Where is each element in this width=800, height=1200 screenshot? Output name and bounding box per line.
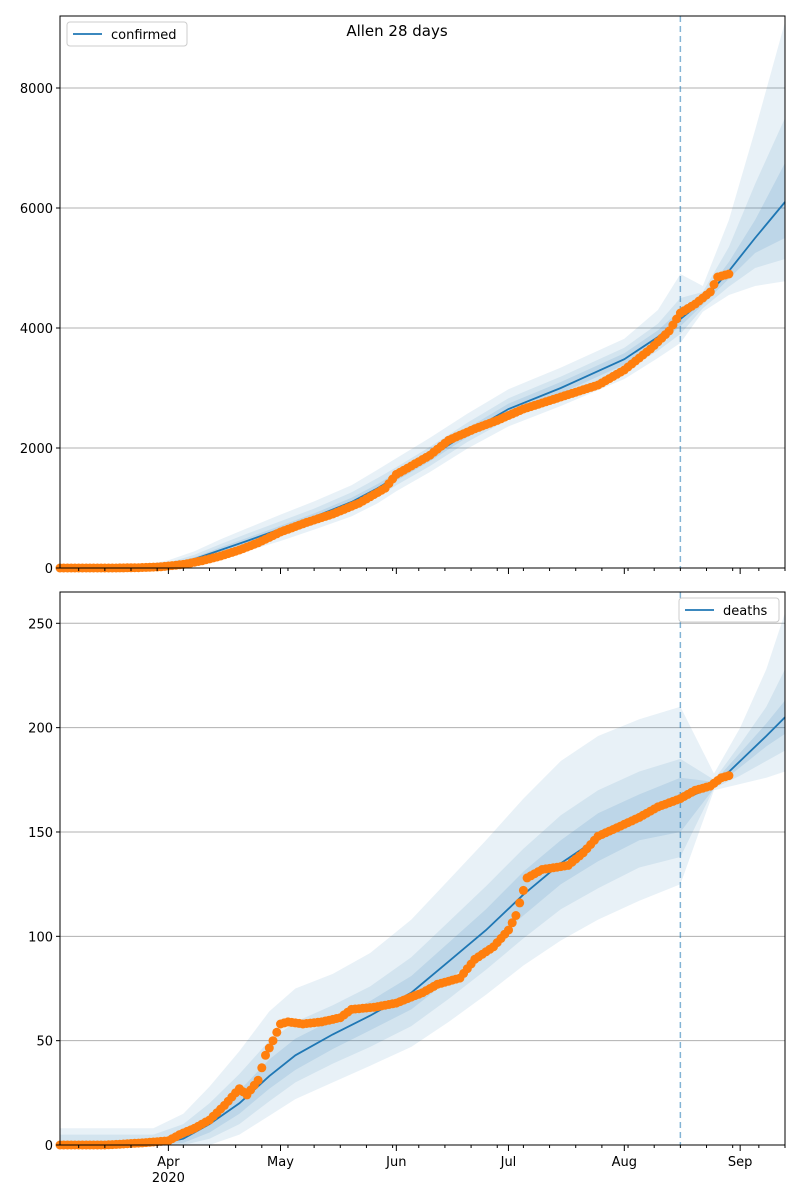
confirmed-legend-box	[66, 21, 188, 47]
y-tick-label: 100	[28, 930, 53, 945]
deaths-legend-label: deaths	[723, 604, 768, 619]
observed-point	[253, 1075, 263, 1085]
confirmed-observed-points	[55, 269, 734, 573]
y-tick-label: 50	[36, 1035, 53, 1050]
x-tick-year-label: 2020	[152, 1171, 185, 1186]
x-tick-label: Jul	[500, 1155, 517, 1170]
x-tick-label: Jun	[385, 1155, 406, 1170]
x-tick-label: Apr	[157, 1155, 180, 1170]
y-tick-label: 200	[28, 722, 53, 737]
confirmed-axes-frame	[59, 15, 786, 569]
observed-point	[515, 898, 525, 908]
deaths-axes-frame	[59, 591, 786, 1146]
observed-point	[261, 1050, 270, 1060]
deaths-uncertainty-bands	[60, 612, 785, 1145]
observed-point	[724, 771, 734, 781]
chart-title: Allen 28 days	[346, 22, 448, 40]
confirmed-panel: 0 2000 4000 6000 8000 confirmed Allen 28 day…	[20, 15, 786, 577]
y-tick-label: 0	[45, 562, 53, 577]
observed-point	[257, 1063, 267, 1073]
y-tick-label: 8000	[20, 82, 53, 97]
y-tick-label: 6000	[20, 202, 53, 217]
observed-point	[507, 918, 517, 928]
uncertainty-band	[60, 612, 785, 1145]
confirmed-legend: confirmed	[66, 21, 188, 47]
observed-point	[272, 1027, 282, 1037]
observed-point	[511, 911, 521, 920]
observed-point	[264, 1043, 274, 1053]
y-tick-label: 0	[45, 1139, 53, 1154]
y-tick-label: 2000	[20, 442, 53, 457]
confirmed-y-ticks: 0 2000 4000 6000 8000	[20, 82, 60, 577]
uncertainty-band	[60, 700, 785, 1145]
y-tick-label: 250	[28, 617, 53, 632]
deaths-y-ticks: 0 50 100 150 200 250	[28, 617, 60, 1154]
y-tick-label: 150	[28, 826, 53, 841]
y-tick-label: 4000	[20, 322, 53, 337]
deaths-legend: deaths	[678, 597, 780, 623]
observed-point	[518, 885, 528, 895]
observed-point	[705, 287, 715, 297]
observed-point	[709, 280, 719, 289]
uncertainty-band	[60, 118, 785, 568]
x-tick-label: May	[267, 1155, 294, 1170]
deaths-gridlines	[60, 622, 785, 1042]
x-tick-label: Aug	[612, 1155, 637, 1170]
confirmed-gridlines	[60, 87, 785, 449]
observed-point	[268, 1036, 278, 1046]
confirmed-legend-label: confirmed	[111, 28, 177, 43]
deaths-observed-points	[55, 771, 734, 1150]
uncertainty-band	[60, 669, 785, 1145]
deaths-legend-box	[678, 597, 780, 623]
confirmed-x-ticks	[78, 568, 786, 574]
observed-point	[504, 925, 513, 935]
x-tick-label: Sep	[728, 1155, 753, 1170]
observed-point	[724, 269, 734, 279]
